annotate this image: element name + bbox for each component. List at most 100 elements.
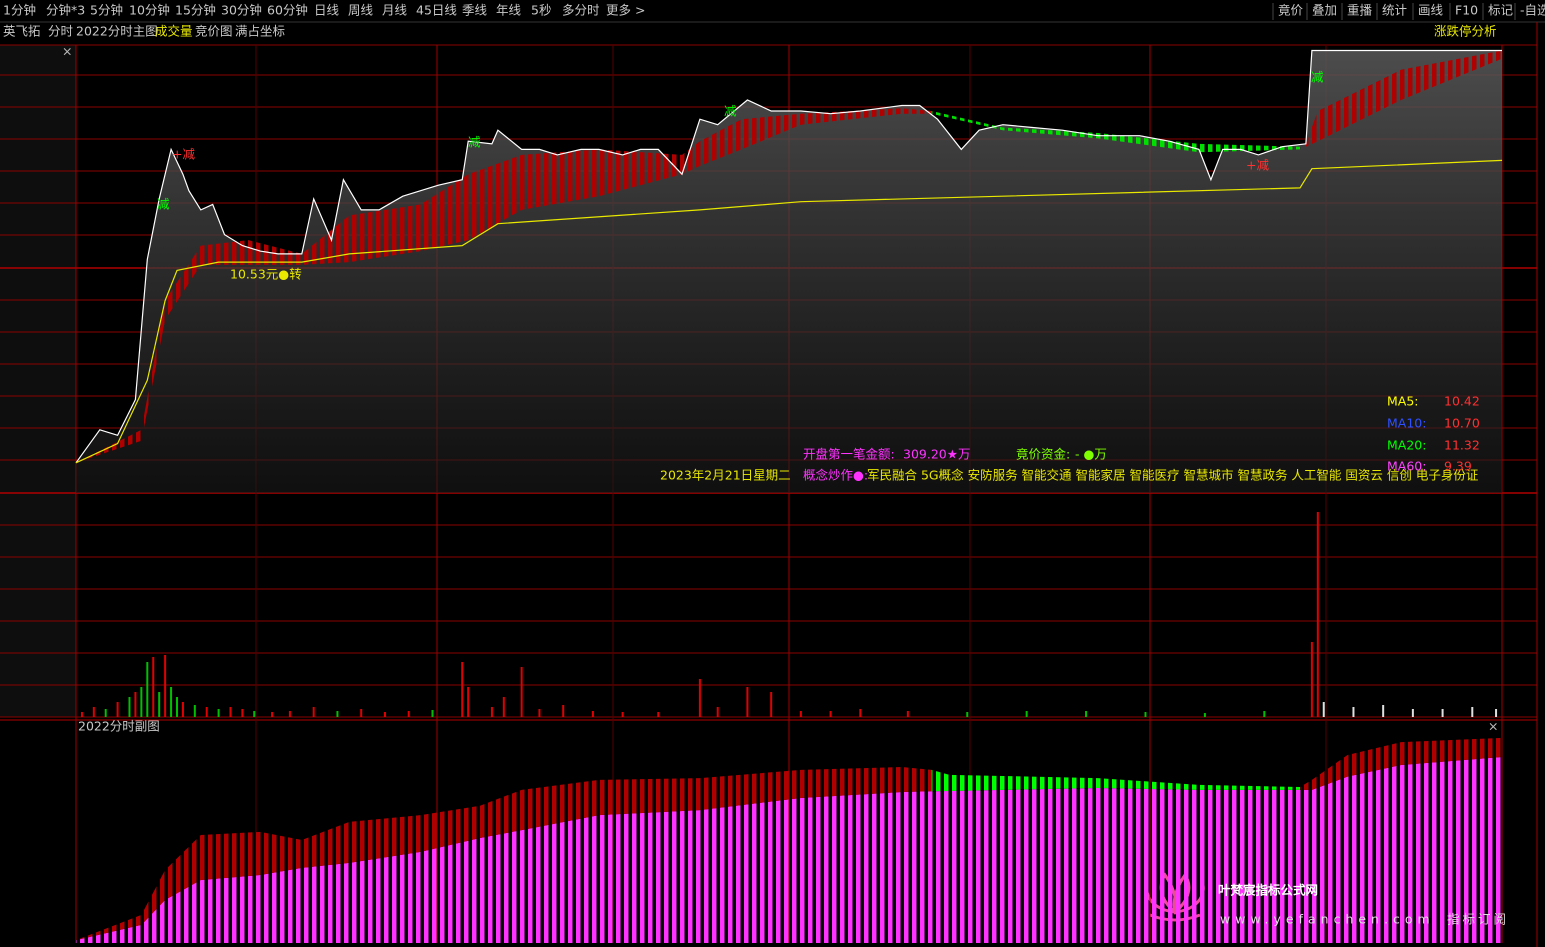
- ma-value: 11.32: [1444, 438, 1480, 453]
- close-icon[interactable]: ×: [62, 44, 72, 59]
- volume-bar: [657, 712, 660, 717]
- watermark-tag: 指标订阅: [1447, 912, 1509, 927]
- volume-bar: [1441, 709, 1444, 717]
- volume-bar: [1352, 707, 1355, 717]
- toolbar-button[interactable]: 60分钟: [267, 3, 308, 18]
- avg-price-label: 10.53元●转: [230, 267, 302, 282]
- ma-label: MA60:: [1387, 459, 1426, 474]
- volume-bar: [146, 662, 149, 717]
- toolbar-button[interactable]: 竟价: [1278, 3, 1304, 18]
- volume-bar: [164, 655, 167, 717]
- header-tab[interactable]: 2022分时主图: [76, 24, 158, 39]
- volume-bar: [1144, 712, 1147, 717]
- volume-bar: [407, 711, 410, 717]
- indicator-band: [76, 737, 1502, 941]
- toolbar-button[interactable]: 月线: [382, 3, 408, 18]
- toolbar-button[interactable]: 多分时: [562, 3, 600, 18]
- toolbar-button[interactable]: 15分钟: [175, 3, 216, 18]
- volume-bar: [591, 711, 594, 717]
- price-line: [75, 49, 1502, 464]
- volume-bar: [906, 711, 909, 717]
- volume-bar: [746, 687, 749, 717]
- header-tab[interactable]: 满占坐标: [235, 24, 285, 39]
- toolbar-button[interactable]: 年线: [496, 3, 522, 18]
- signal-mark: 减: [468, 135, 481, 150]
- signal-mark: +减: [172, 147, 195, 162]
- volume-bar: [383, 712, 386, 717]
- volume-bar: [80, 712, 83, 717]
- header-tab[interactable]: 成交量: [155, 24, 193, 39]
- volume-bar: [621, 712, 624, 717]
- limit-analysis[interactable]: 涨跌停分析: [1434, 24, 1497, 39]
- ma-label: MA20:: [1387, 438, 1426, 453]
- volume-bar: [799, 711, 802, 717]
- ma-label: MA10:: [1387, 416, 1426, 431]
- toolbar-button[interactable]: F10: [1455, 3, 1478, 18]
- header-tab[interactable]: 竞价图: [195, 24, 233, 39]
- toolbar-button[interactable]: 日线: [314, 3, 340, 18]
- volume-bar: [490, 707, 493, 717]
- toolbar-button[interactable]: 统计: [1382, 3, 1407, 18]
- volume-bar: [92, 707, 95, 717]
- volume-bar: [698, 679, 701, 717]
- toolbar-button[interactable]: 30分钟: [221, 3, 262, 18]
- info-value: - ●万: [1075, 447, 1107, 462]
- volume-bar: [1411, 709, 1414, 717]
- volume-bar: [193, 705, 196, 717]
- stock-name: 英飞拓: [3, 24, 41, 39]
- volume-bar: [336, 711, 339, 717]
- volume-bar: [134, 692, 137, 717]
- volume-bar: [859, 709, 862, 717]
- toolbar-button[interactable]: 叠加: [1312, 3, 1337, 18]
- watermark-url: www.yefanchen.com: [1220, 912, 1435, 927]
- volume-bar: [1495, 709, 1498, 717]
- toolbar-button[interactable]: -自选: [1520, 3, 1545, 18]
- volume-bar: [288, 711, 291, 717]
- signal-mark: 减: [724, 104, 737, 119]
- toolbar-button[interactable]: 重播: [1347, 3, 1373, 18]
- toolbar-button[interactable]: 5分钟: [90, 3, 123, 18]
- avg-price-line: [75, 159, 1503, 464]
- toolbar-button[interactable]: 5秒: [531, 3, 551, 18]
- info-value: 309.20★万: [903, 447, 970, 462]
- signal-mark: +减: [1246, 158, 1269, 173]
- sub-chart-title: 2022分时副图: [78, 719, 160, 734]
- toolbar-button[interactable]: 1分钟: [3, 3, 36, 18]
- volume-bar: [152, 657, 155, 717]
- volume-bar: [271, 712, 274, 717]
- volume-bar: [205, 707, 208, 717]
- volume-bar: [1322, 702, 1325, 717]
- info-label: 开盘第一笔金额:: [803, 447, 895, 462]
- header-tab[interactable]: 分时: [48, 24, 74, 39]
- toolbar-button[interactable]: 周线: [348, 3, 374, 18]
- volume-bar: [1471, 707, 1474, 717]
- volume-bar: [467, 687, 470, 717]
- info-label: 竟价资金:: [1016, 447, 1070, 462]
- toolbar-button[interactable]: 分钟*3: [46, 3, 85, 18]
- volume-bar: [176, 697, 179, 717]
- volume-bar: [158, 692, 161, 717]
- flow-band: [931, 111, 1300, 153]
- volume-bar: [562, 705, 565, 717]
- volume-bar: [229, 707, 232, 717]
- toolbar-button[interactable]: 45日线: [416, 3, 457, 18]
- toolbar-button[interactable]: 画线: [1418, 3, 1444, 18]
- volume-bar: [538, 709, 541, 717]
- volume-bar: [253, 711, 256, 717]
- volume-bar: [181, 702, 184, 717]
- ma-label: MA5:: [1387, 394, 1419, 409]
- toolbar-button[interactable]: 10分钟: [129, 3, 170, 18]
- indicator-area: [76, 757, 1502, 943]
- volume-bar: [829, 711, 832, 717]
- toolbar-button[interactable]: 标记: [1488, 3, 1514, 18]
- pre-market-strip: [0, 45, 76, 717]
- close-icon[interactable]: ×: [1488, 719, 1498, 734]
- ma-value: 10.42: [1444, 394, 1480, 409]
- toolbar-button[interactable]: 季线: [462, 3, 488, 18]
- volume-bar: [1203, 713, 1206, 717]
- toolbar-button[interactable]: 更多 >: [606, 3, 645, 18]
- volume-bar: [128, 697, 131, 717]
- volume-bar: [520, 667, 523, 717]
